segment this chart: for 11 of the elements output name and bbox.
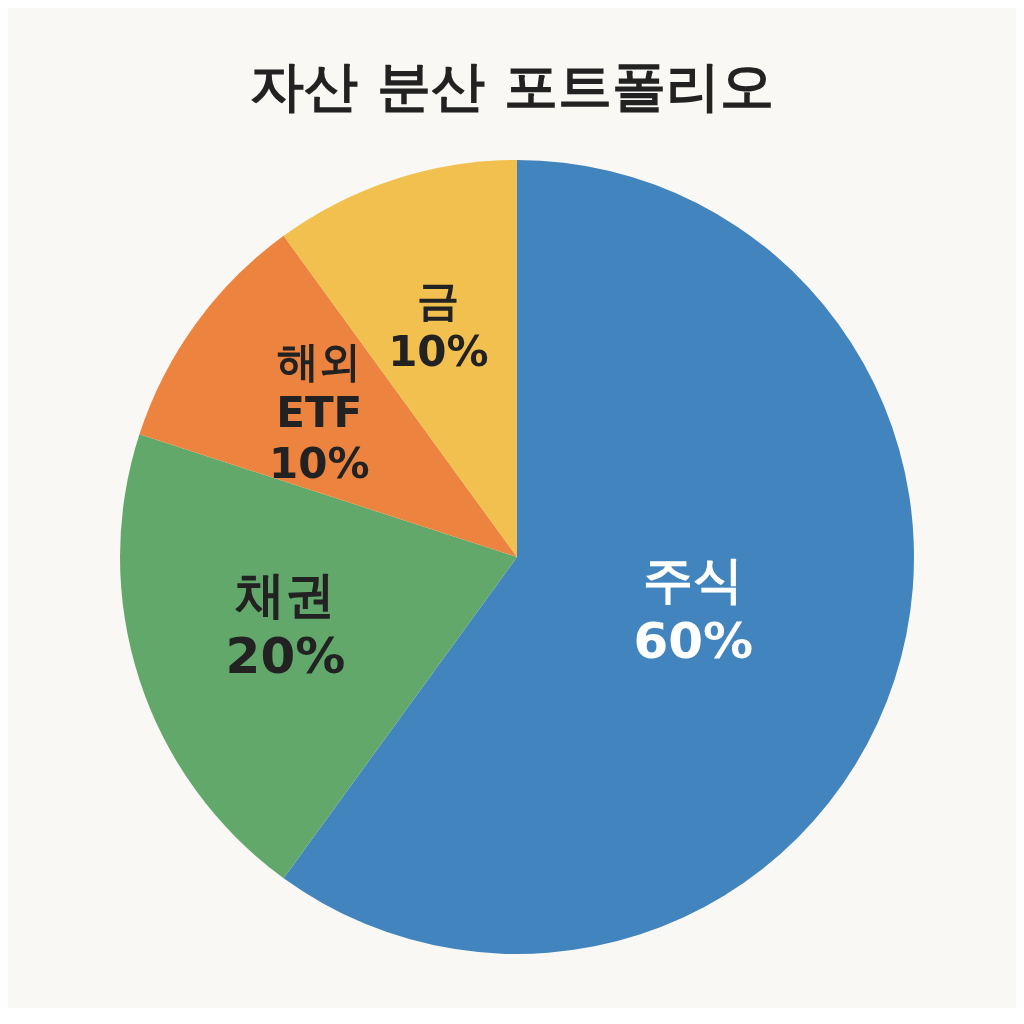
- slice-label: 금: [417, 275, 460, 325]
- data-label: 10%: [269, 438, 370, 488]
- pie-slice: [139, 235, 517, 557]
- chart-title: 자산 분산 포트폴리오: [250, 54, 774, 118]
- slice-label: 채권: [235, 566, 336, 625]
- pie-slice: [120, 434, 517, 879]
- data-label: 60%: [633, 612, 754, 671]
- data-label: 10%: [388, 326, 489, 376]
- slice-label: 주식: [643, 551, 744, 610]
- slice-label: 해외 ETF: [276, 336, 363, 437]
- data-label: 20%: [225, 627, 346, 686]
